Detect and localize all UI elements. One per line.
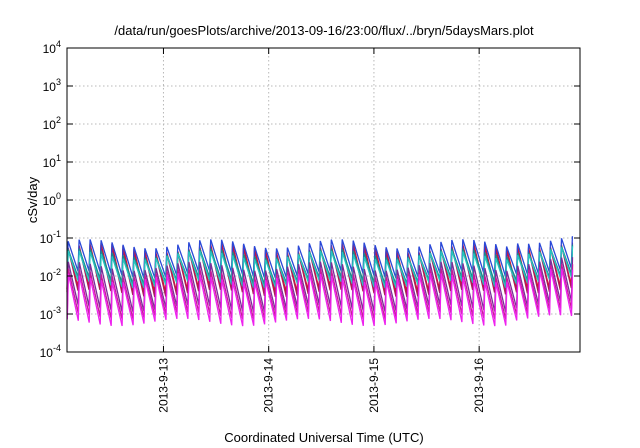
x-tick-label: 2013-9-14 [262, 358, 276, 413]
y-tick-label: 10-4 [40, 343, 61, 360]
y-tick-label: 10-3 [40, 305, 61, 322]
x-axis: 2013-9-13 2013-9-14 2013-9-15 2013-9-16 [156, 48, 486, 413]
y-tick-label: 104 [43, 39, 61, 56]
y-tick-label: 102 [43, 115, 61, 132]
x-tick-label: 2013-9-16 [472, 358, 486, 413]
y-axis-label: cSv/day [25, 176, 40, 223]
y-tick-label: 100 [43, 191, 61, 208]
y-tick-label: 10-1 [40, 229, 61, 246]
y-tick-label: 103 [43, 77, 61, 94]
series-line [66, 268, 574, 327]
y-tick-label: 101 [43, 153, 61, 170]
y-axis: 10-4 10-3 10-2 10-1 100 101 102 103 104 [40, 39, 580, 360]
chart-title: /data/run/goesPlots/archive/2013-09-16/2… [114, 23, 534, 38]
x-axis-label: Coordinated Universal Time (UTC) [224, 430, 423, 445]
y-tick-label: 10-2 [40, 267, 61, 284]
series-layer [66, 236, 574, 327]
x-tick-label: 2013-9-13 [156, 358, 170, 413]
x-tick-label: 2013-9-15 [367, 358, 381, 413]
